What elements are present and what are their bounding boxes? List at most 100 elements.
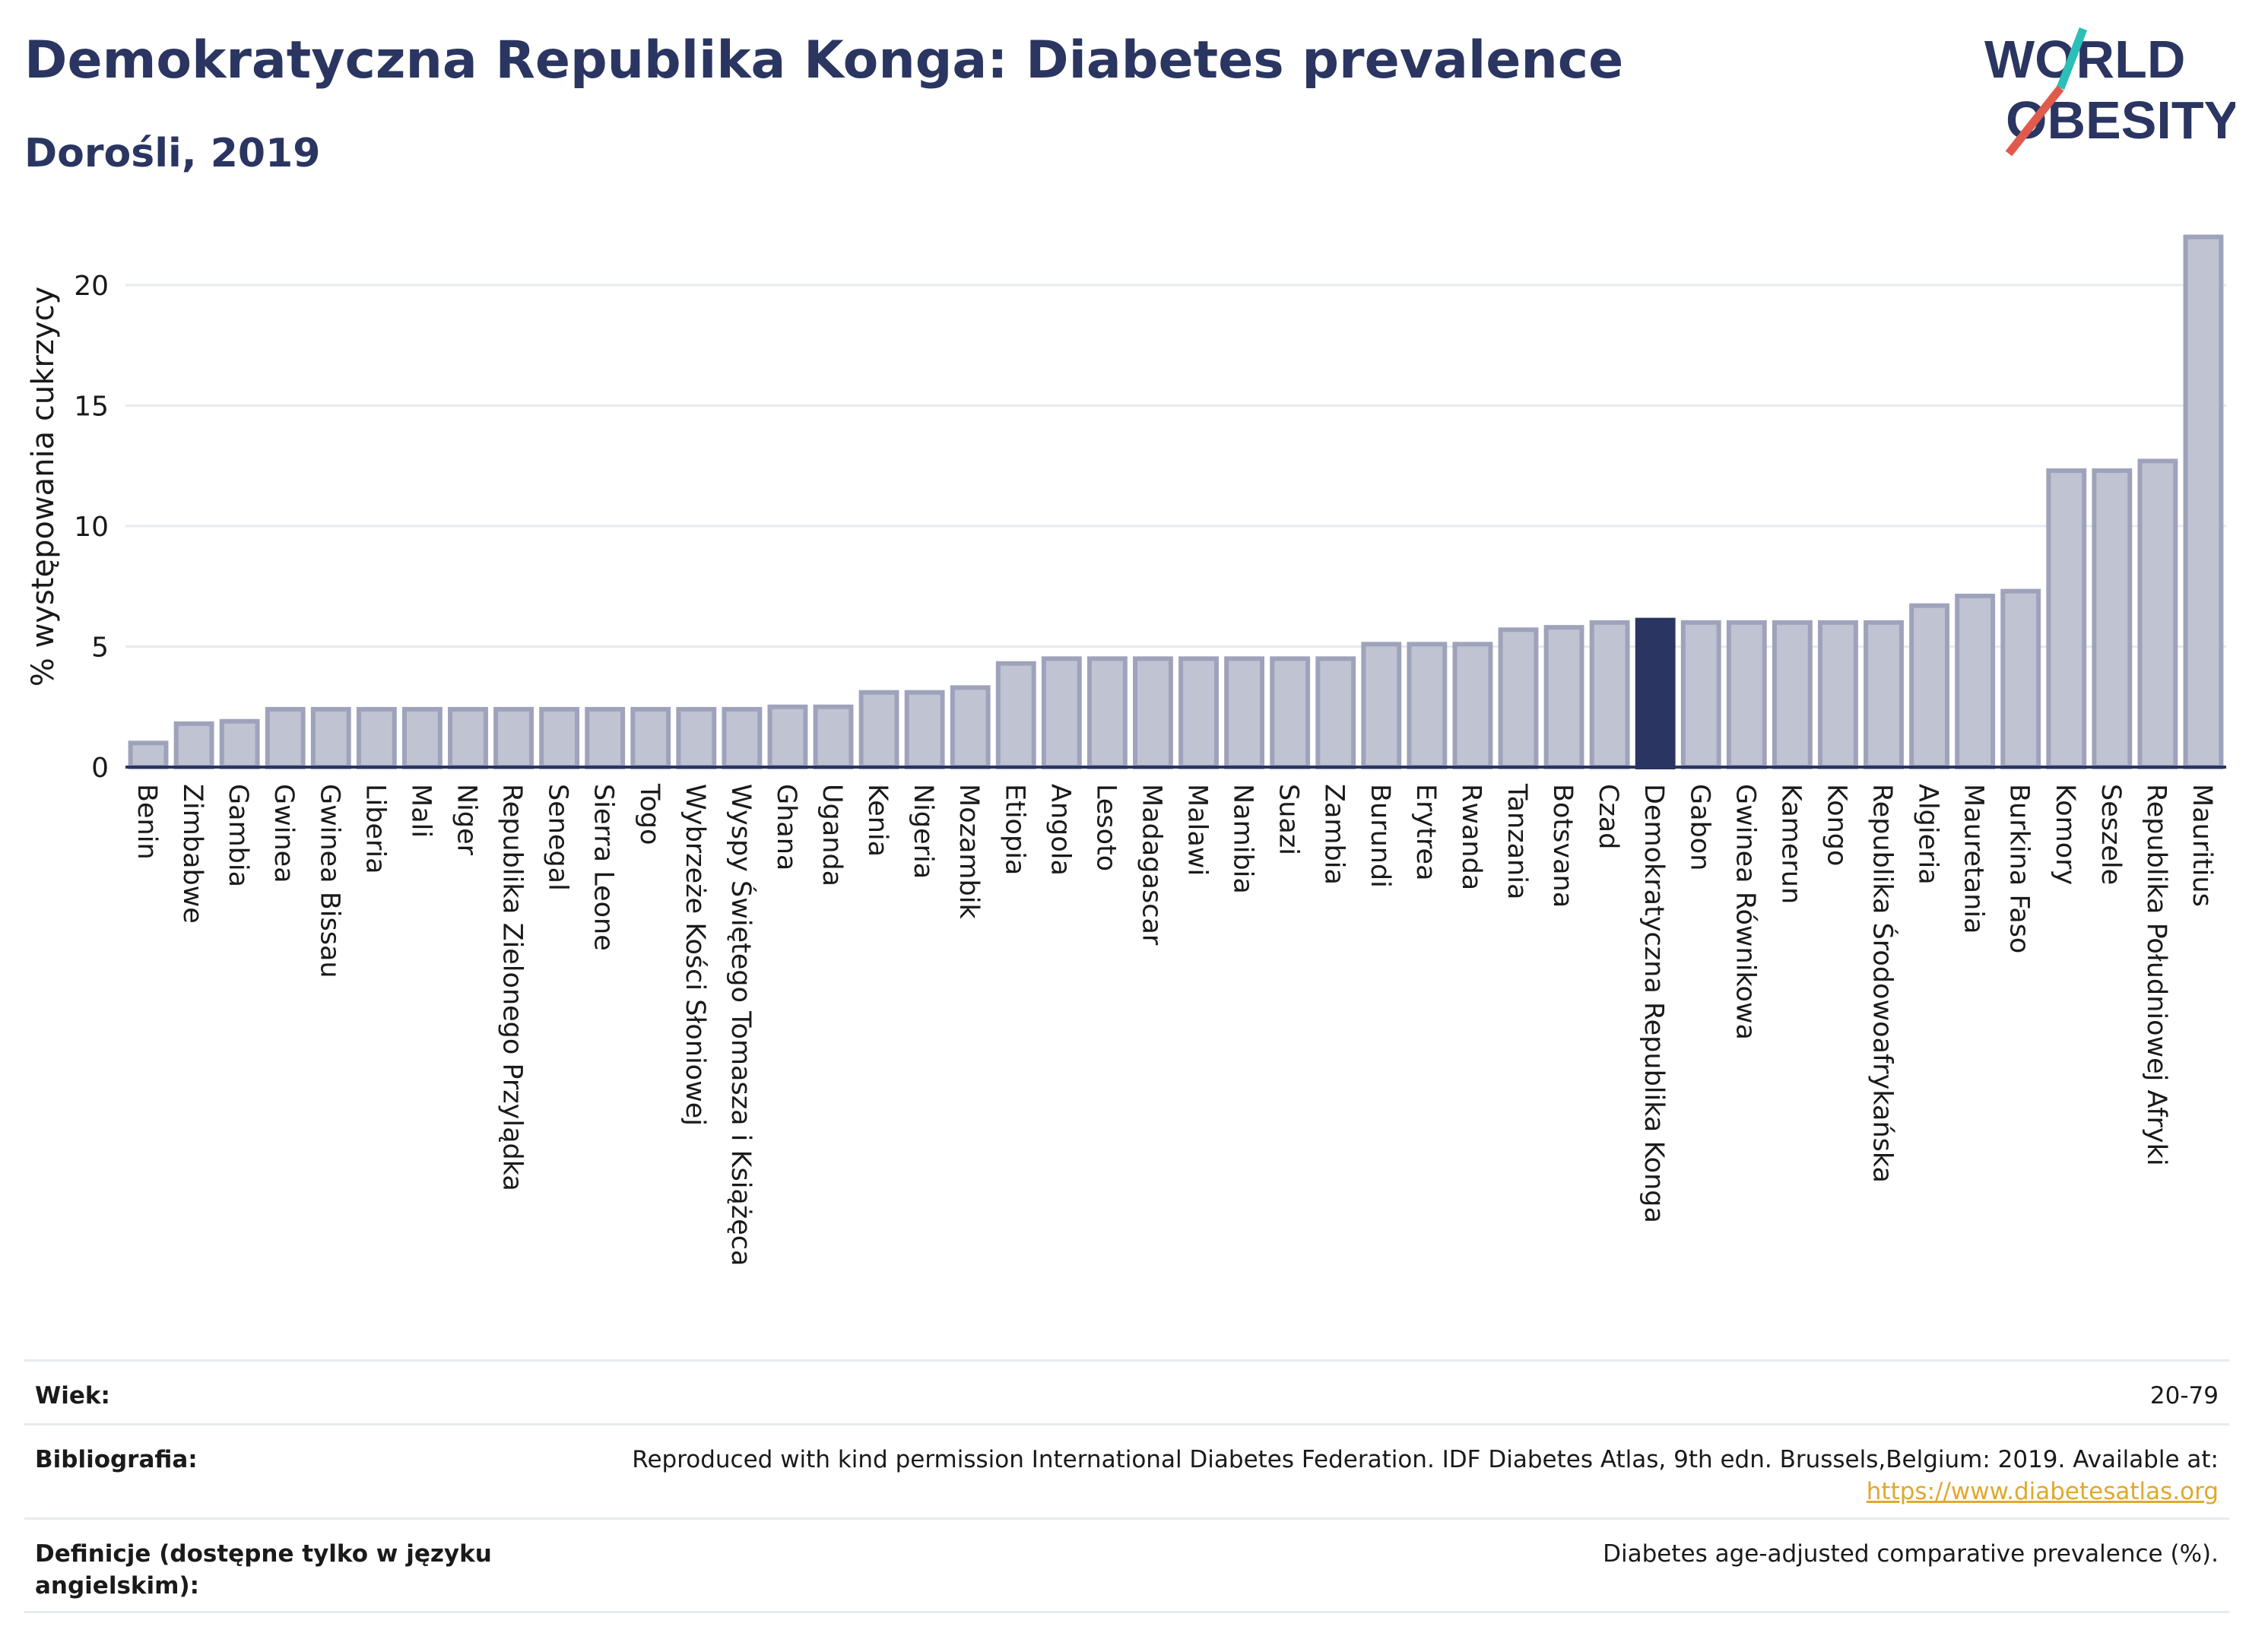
bar (813, 704, 854, 769)
x-tick-label: Erytrea (1410, 784, 1441, 881)
logo-word-world: WORLD (1984, 30, 2185, 89)
bibliography-value: Reproduced with kind permission Internat… (632, 1444, 2219, 1508)
bar-chart: 0 5 10 15 20 Benin Zimbabwe Gambia Gwinea Gwinea… (26, 234, 2226, 1266)
x-tick-label: Wybrzeże Kości Słoniowej (680, 784, 710, 1126)
x-tick-label: Gwinea Bissau (314, 784, 344, 978)
y-tick-label: 10 (74, 512, 109, 543)
x-tick-label: Rwanda (1456, 784, 1486, 890)
x-tick-label: Gwinea Równikowa (1730, 784, 1760, 1040)
bar (1178, 656, 1219, 769)
x-tick-label: Republika Południowej Afryki (2141, 784, 2171, 1166)
x-tick-label: Botsvana (1547, 784, 1578, 908)
bar (1133, 656, 1173, 769)
bar (767, 704, 808, 769)
x-tick-label: Liberia (360, 784, 390, 874)
x-tick-label: Demokratyczna Republika Konga (1638, 784, 1669, 1223)
x-tick-label: Kongo (1821, 784, 1851, 866)
x-tick-label: Ghana (771, 784, 801, 870)
bar (676, 706, 717, 769)
x-tick-label: Mauritius (2187, 784, 2217, 907)
bar (1680, 620, 1721, 769)
logo-slash-teal (2056, 27, 2088, 90)
bar (1498, 627, 1539, 769)
bar (1407, 642, 1448, 770)
x-tick-label: Uganda (817, 784, 847, 886)
x-tick-label: Seszele (2095, 784, 2126, 885)
bar (1955, 593, 1996, 769)
x-tick-label: Gambia (223, 784, 253, 887)
bar (1452, 642, 1493, 770)
x-tick-label: Gabon (1684, 784, 1715, 870)
x-tick-label: Republika Środowoafrykańska (1867, 784, 1899, 1183)
bar (1361, 642, 1402, 770)
bar (858, 690, 899, 769)
footer-row-definitions: Definicje (dostępne tylko w języku angie… (24, 1517, 2229, 1613)
bar (128, 740, 169, 769)
bar (585, 706, 626, 769)
y-tick-label: 15 (74, 392, 109, 423)
x-tick-label: Nigeria (908, 784, 938, 879)
chart-title: Demokratyczna Republika Konga: Diabetes … (24, 30, 1624, 90)
bibliography-link[interactable]: https://www.diabetesatlas.org (1866, 1478, 2219, 1505)
x-tick-label: Zimbabwe (177, 784, 208, 924)
bar (1818, 620, 1858, 769)
bar (950, 685, 991, 770)
bars (128, 234, 2224, 770)
y-tick-label: 20 (74, 271, 109, 302)
x-tick-label: Gwinea (268, 784, 299, 883)
bar (1543, 625, 1584, 770)
definitions-label: Definicje (dostępne tylko w języku angie… (35, 1540, 492, 1600)
bar (265, 706, 306, 769)
x-tick-label: Tanzania (1502, 783, 1532, 899)
age-value: 20-79 (2149, 1382, 2219, 1409)
chart-footer: Wiek: 20-79 Bibliografia: Reproduced wit… (24, 1359, 2229, 1613)
bar (1041, 656, 1082, 769)
logo-word-obesity: OBESITY (2006, 90, 2235, 150)
bar (539, 706, 580, 769)
footer-row-age: Wiek: 20-79 (24, 1359, 2229, 1423)
x-tick-label: Republika Zielonego Przylądka (497, 784, 528, 1191)
bar (2046, 468, 2087, 770)
x-tick-label: Zambia (1319, 784, 1350, 885)
bar (2137, 458, 2178, 769)
bar (2183, 234, 2224, 770)
world-obesity-logo: WORLD OBESITY (1984, 27, 2235, 157)
bibliography-text: Reproduced with kind permission Internat… (632, 1446, 2219, 1473)
bar (995, 661, 1036, 769)
x-tick-label: Mozambik (953, 784, 984, 919)
bar (1270, 656, 1311, 769)
y-tick-label: 0 (91, 753, 109, 784)
bar (1909, 603, 1950, 769)
bar (1589, 620, 1630, 769)
grid-lines (125, 284, 2226, 648)
x-tick-label: Mauretania (1959, 784, 1989, 934)
chart-subtitle: Dorośli, 2019 (24, 131, 321, 176)
footer-row-bibliography: Bibliografia: Reproduced with kind permi… (24, 1423, 2229, 1517)
axes: 0 5 10 15 20 (74, 271, 2226, 784)
bar (2092, 468, 2133, 770)
x-tick-label: Komory (2050, 784, 2080, 885)
x-tick-label: Togo (634, 783, 665, 845)
x-tick-label: Burkina Faso (2004, 784, 2035, 953)
bar (1864, 620, 1904, 769)
x-tick-label: Angola (1045, 784, 1075, 876)
bar (1772, 620, 1813, 769)
x-tick-label: Benin (132, 784, 162, 860)
age-label: Wiek: (35, 1382, 110, 1409)
x-tick-label: Senegal (543, 784, 573, 891)
x-tick-label: Niger (451, 784, 481, 856)
x-tick-label: Kamerun (1775, 784, 1806, 904)
y-axis-label: % występowania cukrzycy (26, 287, 61, 686)
bar-highlighted (1635, 617, 1676, 769)
y-tick-label: 5 (91, 633, 109, 664)
bar (173, 721, 214, 770)
bar (1726, 620, 1767, 769)
bibliography-label: Bibliografia: (35, 1446, 198, 1473)
definitions-value: Diabetes age-adjusted comparative preval… (1603, 1540, 2219, 1568)
x-tick-label: Wyspy Świętego Tomasza i Książęca (725, 784, 757, 1266)
x-tick-label: Mali (405, 784, 436, 838)
bar (722, 706, 763, 769)
x-tick-label: Malawi (1182, 784, 1213, 876)
bar (904, 690, 945, 769)
x-tick-label: Kenia (862, 784, 893, 857)
